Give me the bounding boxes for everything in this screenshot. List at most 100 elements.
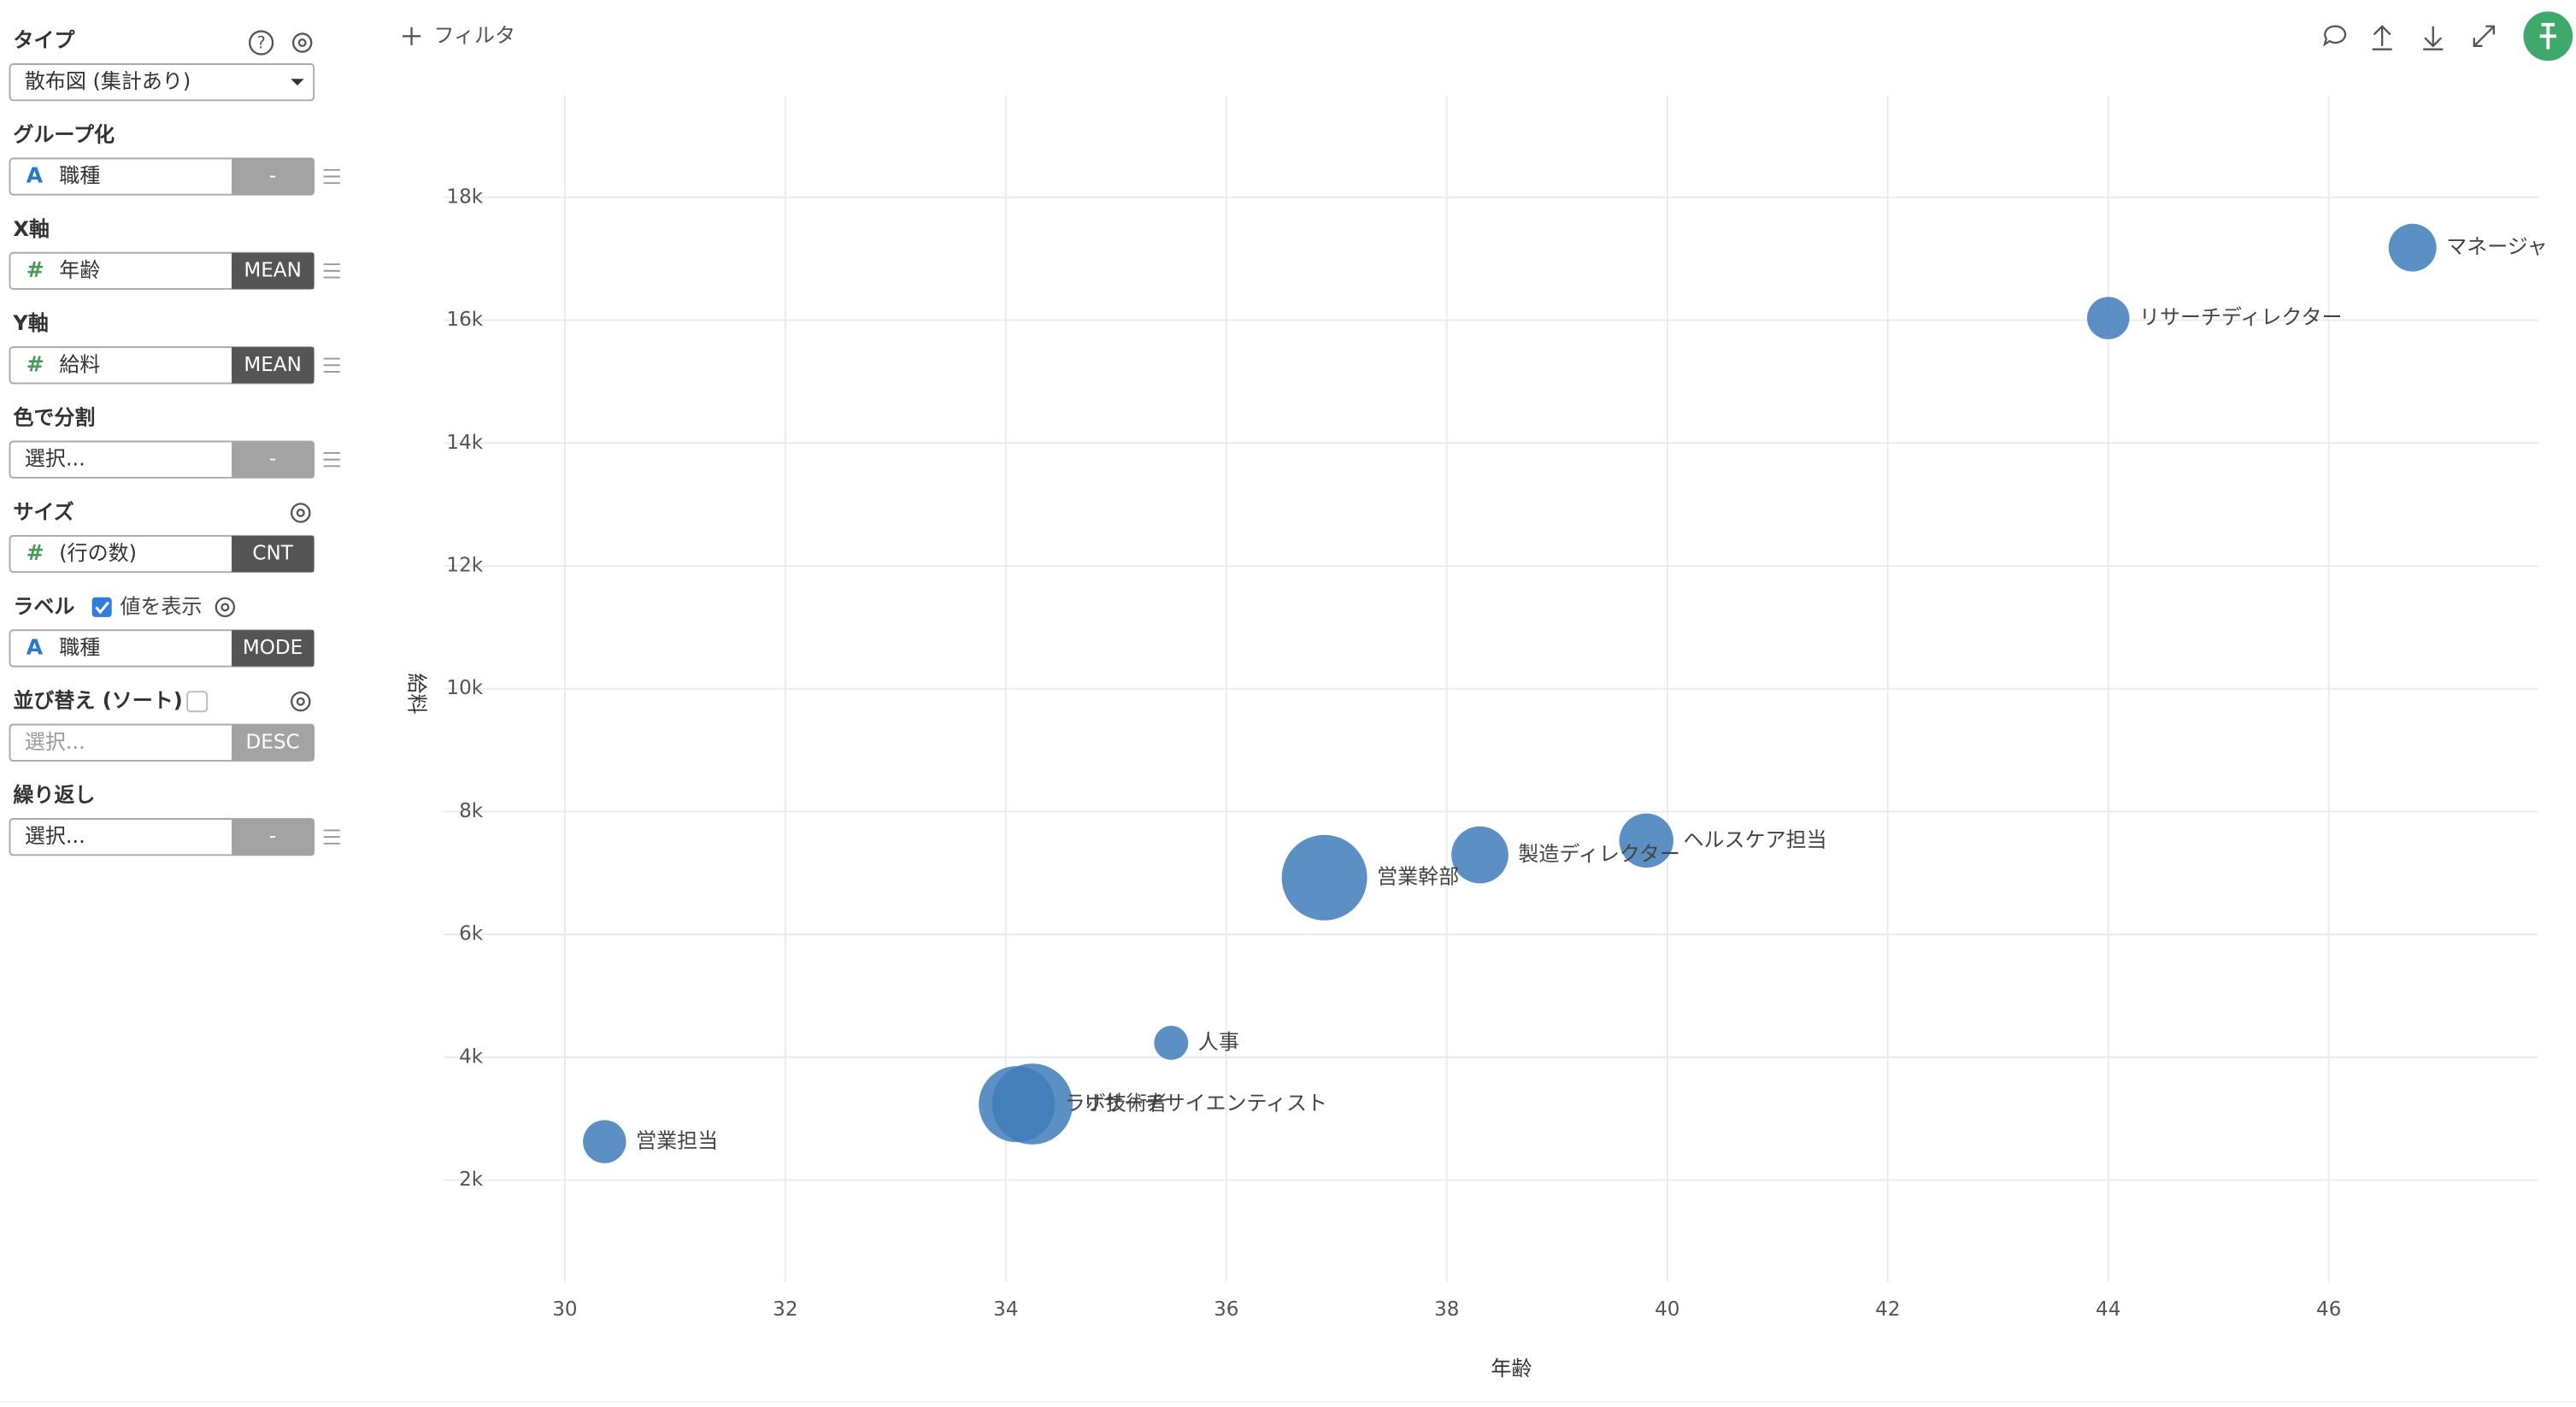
sidebar: タイプ ? 散布図 (集計あり) グループ化 A 職種 - X軸 # 年齢 MEAN Y軸 # 給料 MEA… (9, 28, 340, 857)
y-tick-label: 4k (459, 1045, 484, 1068)
gear-hub (296, 697, 305, 706)
aggregation-label: - (269, 165, 276, 187)
type-select-value: 散布図 (集計あり) (25, 69, 191, 93)
field-value: 選択... (25, 447, 85, 471)
download-icon[interactable] (2423, 26, 2444, 50)
aggregation-label: - (269, 826, 276, 848)
field-value: 職種 (59, 635, 100, 659)
x-tick-label: 46 (2316, 1298, 2341, 1321)
x-tick-label: 38 (1434, 1298, 1459, 1321)
x-axis-label: 年齢 (1491, 1357, 1532, 1381)
section-title: 色で分割 (13, 406, 95, 430)
filter-label[interactable]: フィルタ (433, 23, 515, 47)
bubble[interactable] (2086, 297, 2130, 339)
field-type-icon: A (26, 634, 44, 659)
aggregation-box[interactable] (232, 441, 315, 478)
help-mark: ? (257, 32, 266, 52)
aggregation-box[interactable] (232, 535, 315, 573)
checkbox-label: 値を表示 (120, 594, 202, 618)
type-select[interactable] (9, 63, 315, 102)
section-title: Y軸 (12, 311, 48, 335)
point-label: 人事 (1198, 1030, 1239, 1054)
point-label: 製造ディレクター (1518, 842, 1679, 866)
bubble[interactable] (583, 1120, 626, 1163)
y-tick-label: 14k (446, 432, 483, 454)
bubble[interactable] (979, 1066, 1056, 1143)
x-tick-label: 44 (2096, 1298, 2120, 1321)
comment-icon[interactable] (2322, 25, 2347, 47)
point-label: 営業幹部 (1377, 865, 1459, 889)
y-tick-label: 18k (446, 185, 483, 208)
x-tick-label: 42 (1875, 1298, 1900, 1321)
checkbox[interactable] (186, 691, 209, 713)
dropdown-arrow (291, 79, 304, 85)
x-tick-label: 36 (1214, 1298, 1238, 1321)
x-tick-label: 30 (552, 1298, 577, 1321)
aggregation-box[interactable] (232, 347, 315, 384)
section-title: タイプ (13, 28, 75, 52)
aggregation-label: CNT (252, 543, 293, 565)
gear-hub (221, 603, 230, 612)
aggregation-label: - (269, 448, 276, 470)
y-tick-label: 16k (446, 309, 483, 331)
drag-handle[interactable] (323, 829, 340, 845)
field-value: (行の数) (59, 541, 137, 565)
point-label: ラボ技術者 (1065, 1092, 1167, 1116)
gear-icon[interactable] (291, 32, 313, 53)
field-type-icon: # (26, 257, 44, 282)
drag-handle[interactable] (323, 168, 340, 185)
bubble[interactable] (2388, 223, 2437, 272)
check-mark (95, 601, 110, 615)
field-type-icon: A (26, 163, 44, 188)
chart: 30 32 34 36 38 40 42 44 46 2k 4k 6k 8k 10k 12k 14k 16k 18… (404, 95, 2548, 1381)
point-label: リサーチサイエンティスト (1083, 1092, 1327, 1116)
pin-icon (2539, 22, 2556, 50)
point-label: ヘルスケア担当 (1683, 827, 1826, 851)
y-axis-label: 給料 (404, 673, 428, 714)
y-tick-label: 2k (459, 1169, 484, 1191)
x-tick-label: 34 (993, 1298, 1018, 1321)
aggregation-label: MEAN (244, 259, 301, 281)
gear-hub (297, 38, 307, 47)
field-type-icon: # (26, 351, 44, 376)
toolbar-icons (2322, 11, 2573, 62)
aggregation-box[interactable] (232, 818, 315, 856)
aggregation-box[interactable] (232, 724, 315, 761)
field-value: 職種 (59, 164, 100, 188)
checkbox[interactable] (91, 597, 112, 617)
aggregation-box[interactable] (232, 158, 315, 195)
y-tick-label: 6k (459, 923, 484, 945)
gear-icon[interactable] (291, 503, 311, 523)
drag-handle[interactable] (323, 263, 340, 279)
point-label: マネージャ (2446, 235, 2547, 259)
gear-icon[interactable] (215, 597, 236, 618)
bubble[interactable] (1154, 1025, 1189, 1060)
field-value: 給料 (59, 352, 100, 376)
aggregation-box[interactable] (232, 252, 315, 290)
gear-icon[interactable] (291, 691, 311, 712)
aggregation-label: MEAN (244, 354, 301, 376)
x-tick-label: 32 (773, 1298, 797, 1321)
help-icon[interactable] (249, 30, 274, 56)
filter-button[interactable]: フィルタ (402, 23, 515, 47)
field-value: 選択... (25, 824, 85, 848)
drag-handle[interactable] (323, 357, 340, 373)
bubble[interactable] (1619, 813, 1673, 868)
share-icon[interactable] (2372, 25, 2392, 50)
bubble[interactable] (1281, 834, 1367, 921)
point-label: リサーチディレクター (2139, 305, 2342, 329)
y-tick-label: 12k (446, 554, 483, 576)
aggregation-label: MODE (243, 637, 303, 659)
section-title: ラベル (13, 594, 74, 618)
section-title: X軸 (13, 217, 50, 241)
aggregation-box[interactable] (232, 630, 315, 667)
bubble[interactable] (1451, 826, 1509, 884)
expand-icon[interactable] (2473, 25, 2496, 47)
field-value: 年齢 (59, 258, 100, 282)
field-type-icon: # (26, 540, 44, 565)
drag-handle[interactable] (323, 451, 340, 468)
field-value: 選択... (25, 730, 85, 754)
gear-hub (296, 508, 305, 517)
